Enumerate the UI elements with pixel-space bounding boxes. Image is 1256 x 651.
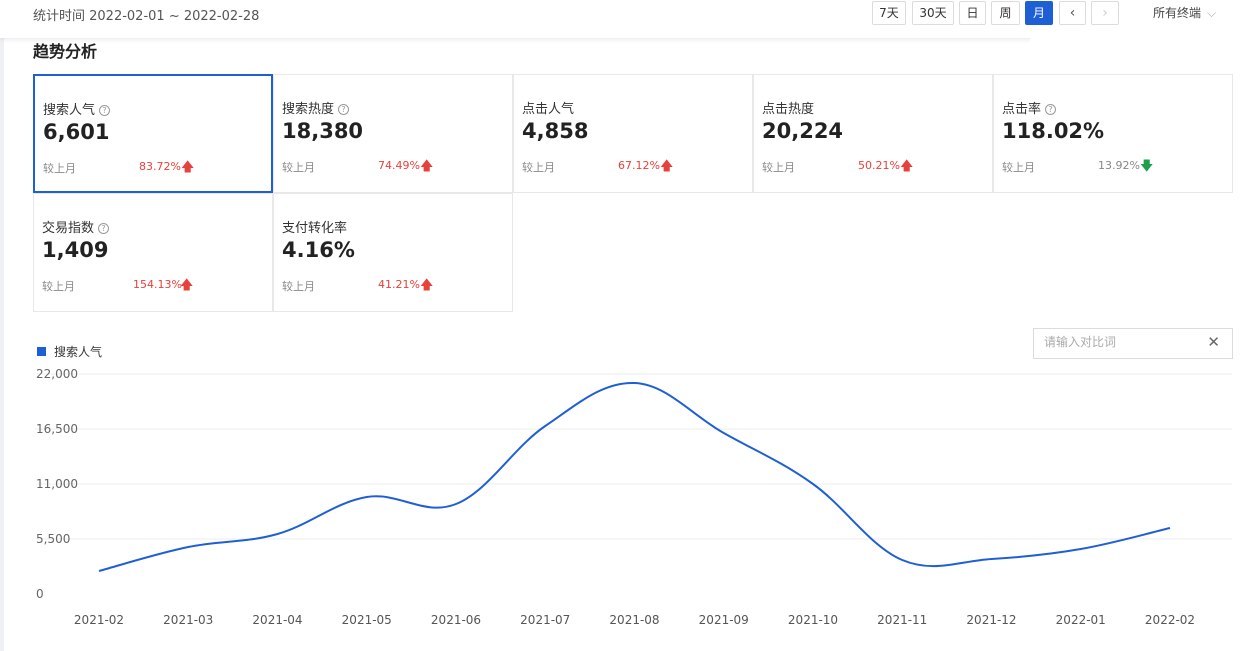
metric-card-click-popularity[interactable]: 点击人气 4,858 较上月 67.12% 🡅 bbox=[513, 74, 753, 193]
chart-grid bbox=[36, 373, 1232, 540]
compare-keyword-box: ✕ bbox=[1033, 328, 1233, 359]
chevron-down-icon: ⌵ bbox=[1207, 6, 1217, 20]
x-tick-label: 2021-08 bbox=[609, 613, 659, 627]
series-line-search-popularity bbox=[98, 381, 1171, 572]
prev-period-button[interactable]: ‹ bbox=[1059, 1, 1086, 25]
y-tick-label: 5,500 bbox=[36, 532, 70, 546]
x-tick-label: 2021-04 bbox=[252, 613, 302, 627]
change-percent: 41.21% bbox=[378, 278, 420, 291]
chart-legend[interactable]: 搜索人气 bbox=[37, 343, 102, 360]
change-percent: 50.21% bbox=[858, 159, 900, 172]
metric-card-payment-conversion[interactable]: 支付转化率 4.16% 较上月 41.21% 🡅 bbox=[273, 193, 513, 312]
metric-name: 搜索人气 bbox=[43, 103, 96, 118]
help-icon[interactable]: ? bbox=[98, 223, 110, 234]
x-tick-label: 2021-10 bbox=[788, 613, 838, 627]
close-icon[interactable]: ✕ bbox=[1207, 333, 1220, 351]
metric-card-trade-index[interactable]: 交易指数? 1,409 较上月 154.13% 🡅 bbox=[33, 193, 273, 312]
change-percent: 154.13% bbox=[133, 278, 182, 291]
x-tick-label: 2021-12 bbox=[966, 613, 1016, 627]
change-percent: 83.72% bbox=[139, 160, 181, 173]
y-axis-ticks: 0 5,500 11,000 16,500 22,000 bbox=[36, 367, 78, 601]
compare-label: 较上月 bbox=[1002, 161, 1035, 174]
metric-name: 点击人气 bbox=[522, 102, 575, 117]
metric-name: 搜索热度 bbox=[282, 102, 335, 117]
metric-cards: 搜索人气? 6,601 较上月 83.72% 🡅 搜索热度? 18,380 较上… bbox=[33, 74, 1233, 314]
metric-value: 4,858 bbox=[522, 119, 589, 143]
dropdown-overlay bbox=[1030, 38, 1256, 64]
section-title: 趋势分析 bbox=[33, 42, 98, 61]
x-tick-label: 2022-01 bbox=[1056, 613, 1106, 627]
x-tick-label: 2021-07 bbox=[520, 613, 570, 627]
y-tick-label: 22,000 bbox=[36, 367, 78, 381]
x-tick-label: 2022-02 bbox=[1145, 613, 1195, 627]
x-tick-label: 2021-06 bbox=[431, 613, 481, 627]
arrow-up-icon: 🡅 bbox=[420, 159, 434, 174]
device-select[interactable]: 所有终端 ⌵ bbox=[1153, 4, 1216, 21]
arrow-up-icon: 🡅 bbox=[660, 159, 674, 174]
compare-label: 较上月 bbox=[762, 161, 795, 174]
x-tick-label: 2021-05 bbox=[342, 613, 392, 627]
metric-card-click-heat[interactable]: 点击热度 20,224 较上月 50.21% 🡅 bbox=[753, 74, 993, 193]
x-tick-label: 2021-11 bbox=[877, 613, 927, 627]
metric-value: 6,601 bbox=[43, 120, 110, 144]
metric-card-click-rate[interactable]: 点击率? 118.02% 较上月 13.92% 🡇 bbox=[993, 74, 1233, 193]
x-tick-label: 2021-09 bbox=[699, 613, 749, 627]
help-icon[interactable]: ? bbox=[1045, 104, 1057, 115]
x-tick-label: 2021-02 bbox=[74, 613, 124, 627]
compare-keyword-input[interactable] bbox=[1044, 335, 1194, 349]
metric-card-search-popularity[interactable]: 搜索人气? 6,601 较上月 83.72% 🡅 bbox=[33, 74, 273, 193]
filter-bar: 统计时间 2022-02-01 ~ 2022-02-28 7天 30天 日 周 … bbox=[0, 0, 1256, 38]
y-tick-label: 16,500 bbox=[36, 422, 78, 436]
change-percent: 67.12% bbox=[618, 159, 660, 172]
device-select-value: 所有终端 bbox=[1153, 6, 1202, 20]
y-tick-label: 11,000 bbox=[36, 477, 78, 491]
chevron-left-icon: ‹ bbox=[1069, 5, 1076, 21]
compare-label: 较上月 bbox=[43, 162, 76, 175]
compare-label: 较上月 bbox=[282, 161, 315, 174]
range-week-button[interactable]: 周 bbox=[991, 1, 1020, 25]
help-icon[interactable]: ? bbox=[338, 104, 350, 115]
metric-card-search-heat[interactable]: 搜索热度? 18,380 较上月 74.49% 🡅 bbox=[273, 74, 513, 193]
date-range-text: 统计时间 2022-02-01 ~ 2022-02-28 bbox=[33, 9, 260, 24]
arrow-up-icon: 🡅 bbox=[900, 159, 914, 174]
help-icon[interactable]: ? bbox=[99, 105, 111, 116]
legend-label: 搜索人气 bbox=[54, 345, 103, 359]
metric-value: 4.16% bbox=[282, 238, 355, 262]
arrow-up-icon: 🡅 bbox=[180, 278, 194, 293]
range-7d-button[interactable]: 7天 bbox=[872, 1, 906, 25]
compare-label: 较上月 bbox=[282, 280, 315, 293]
y-tick-label: 0 bbox=[36, 587, 44, 601]
chevron-right-icon: › bbox=[1102, 5, 1108, 21]
x-tick-label: 2021-03 bbox=[163, 613, 213, 627]
compare-label: 较上月 bbox=[42, 280, 75, 293]
arrow-up-icon: 🡅 bbox=[181, 160, 195, 175]
range-day-button[interactable]: 日 bbox=[959, 1, 986, 25]
next-period-button[interactable]: › bbox=[1091, 1, 1119, 25]
metric-value: 1,409 bbox=[42, 238, 109, 262]
metric-name: 点击率 bbox=[1002, 102, 1042, 117]
metric-name: 点击热度 bbox=[762, 102, 815, 117]
arrow-up-icon: 🡅 bbox=[420, 278, 434, 293]
range-30d-button[interactable]: 30天 bbox=[912, 1, 954, 25]
metric-value: 20,224 bbox=[762, 119, 844, 143]
compare-label: 较上月 bbox=[522, 161, 555, 174]
metric-name: 交易指数 bbox=[42, 221, 95, 236]
range-month-button[interactable]: 月 bbox=[1025, 1, 1053, 25]
metric-value: 118.02% bbox=[1002, 119, 1105, 143]
metric-value: 18,380 bbox=[282, 119, 364, 143]
change-percent: 13.92% bbox=[1098, 159, 1140, 172]
x-axis-ticks: 2021-02 2021-03 2021-04 2021-05 2021-06 2021-… bbox=[74, 613, 1195, 627]
metric-name: 支付转化率 bbox=[282, 221, 348, 236]
change-percent: 74.49% bbox=[378, 159, 420, 172]
left-border bbox=[0, 0, 4, 651]
legend-swatch bbox=[37, 347, 46, 356]
arrow-down-icon: 🡇 bbox=[1140, 159, 1154, 174]
series-points bbox=[98, 382, 1171, 572]
